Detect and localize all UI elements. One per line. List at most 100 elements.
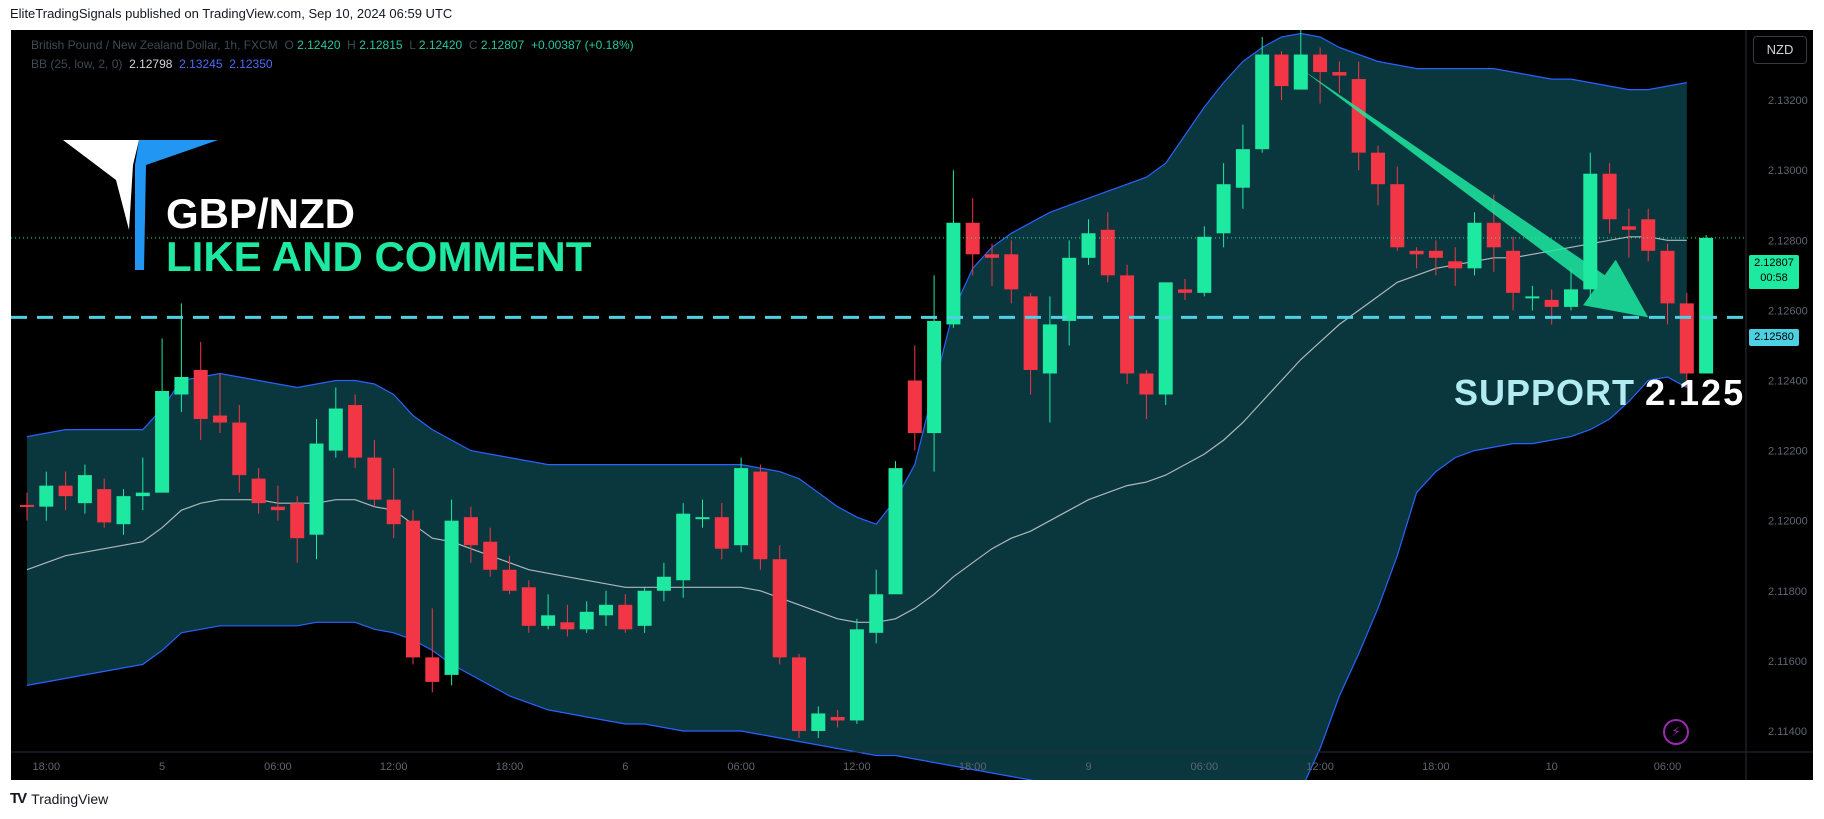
brand-logo-accent xyxy=(135,140,218,270)
candle-body xyxy=(251,478,266,504)
candle-body xyxy=(1506,250,1521,293)
candle-body xyxy=(232,422,247,476)
candle-body xyxy=(1158,282,1173,395)
legend-open: 2.12420 xyxy=(297,38,341,52)
y-tick-label: 2.13200 xyxy=(1768,95,1808,107)
candle-body xyxy=(1081,233,1096,258)
candle-body xyxy=(1255,54,1270,150)
currency-button[interactable]: NZD xyxy=(1753,36,1807,64)
tv-logo-icon: TV xyxy=(10,790,27,807)
candle-body xyxy=(1332,72,1347,76)
x-tick-label: 06:00 xyxy=(727,761,755,773)
y-tick-label: 2.11800 xyxy=(1768,586,1807,598)
candle-body xyxy=(1293,54,1308,90)
candle-body xyxy=(618,604,633,630)
candle-body xyxy=(541,615,556,626)
candle-body xyxy=(1197,236,1212,293)
support-value: 2.125 xyxy=(1645,372,1746,413)
candle-body xyxy=(656,576,671,591)
candle-body xyxy=(1621,226,1636,230)
candle-body xyxy=(444,520,459,675)
candle-body xyxy=(213,415,227,423)
candle-body xyxy=(425,657,440,682)
candle-body xyxy=(1467,222,1482,269)
tradingview-logo-text[interactable]: TradingView xyxy=(31,790,109,807)
candle-body xyxy=(270,506,285,511)
candle-body xyxy=(1409,250,1424,255)
candle-body xyxy=(328,408,343,451)
x-tick-label: 18:00 xyxy=(1422,761,1450,773)
candle-body xyxy=(753,471,768,560)
x-tick-label: 06:00 xyxy=(1191,761,1219,773)
bb-legend: BB (25, low, 2, 0) 2.12798 2.13245 2.123… xyxy=(31,57,273,71)
chart-area[interactable]: 2.13200 2.13000 2.12800 2.12600 2.12400 2.122… xyxy=(11,30,1813,780)
candle-body xyxy=(58,485,73,497)
x-tick-label: 18:00 xyxy=(959,761,987,773)
candle-body xyxy=(1583,173,1598,290)
candle-body xyxy=(406,520,420,658)
y-tick-label: 2.12000 xyxy=(1768,516,1808,528)
candle-body xyxy=(792,657,806,731)
candle-body xyxy=(888,468,903,595)
candle-body xyxy=(1641,219,1656,251)
bar-countdown: 00:58 xyxy=(1760,272,1788,284)
y-tick-label: 2.12400 xyxy=(1768,375,1808,387)
candle-body xyxy=(1564,289,1578,307)
candle-body xyxy=(1216,184,1231,234)
candle-body xyxy=(1062,257,1077,321)
candle-body xyxy=(1699,237,1714,374)
candle-body xyxy=(1023,296,1038,370)
candle-body xyxy=(599,604,613,616)
candle-body xyxy=(1004,254,1019,290)
candle-body xyxy=(1351,79,1366,153)
brand-cta-text: LIKE AND COMMENT xyxy=(166,233,592,280)
candle-body xyxy=(830,716,845,721)
candle-body xyxy=(502,569,517,591)
x-tick-label: 5 xyxy=(159,761,165,773)
candle-body xyxy=(174,376,189,395)
candle-body xyxy=(155,391,170,493)
price-chart[interactable]: 2.13200 2.13000 2.12800 2.12600 2.12400 2.122… xyxy=(11,30,1813,780)
candle-body xyxy=(1544,299,1559,307)
candle-body xyxy=(1371,152,1385,185)
lightning-icon[interactable]: ⚡ xyxy=(1663,719,1689,745)
y-tick-label: 2.11600 xyxy=(1768,656,1807,668)
candle-body xyxy=(1120,275,1135,374)
bb-upper-value: 2.13245 xyxy=(179,57,223,71)
candle-body xyxy=(1525,296,1540,299)
brand-pair-text: GBP/NZD xyxy=(166,190,355,237)
symbol-name: British Pound / New Zealand Dollar, 1h, … xyxy=(31,38,278,52)
candle-body xyxy=(811,713,826,731)
candle-body xyxy=(348,405,363,458)
y-tick-label: 2.12600 xyxy=(1768,305,1808,317)
candle-body xyxy=(965,222,980,255)
candle-body xyxy=(20,504,34,507)
candle-body xyxy=(579,611,594,630)
y-tick-label: 2.11400 xyxy=(1768,726,1807,738)
candle-body xyxy=(1448,261,1463,269)
candle-body xyxy=(116,496,131,525)
x-tick-label: 18:00 xyxy=(496,761,524,773)
candle-body xyxy=(309,443,324,535)
candle-body xyxy=(676,513,691,581)
footer: TV TradingView xyxy=(10,790,108,807)
candle-body xyxy=(946,222,961,325)
candle-body xyxy=(463,517,478,546)
candle-body xyxy=(560,622,575,630)
candle-body xyxy=(869,594,884,633)
candle-body xyxy=(1042,324,1057,374)
x-tick-label: 18:00 xyxy=(33,761,61,773)
x-tick-label: 12:00 xyxy=(1306,761,1334,773)
x-tick-label: 06:00 xyxy=(1654,761,1682,773)
candle-body xyxy=(193,369,208,420)
candle-body xyxy=(1486,222,1501,248)
candle-body xyxy=(734,468,749,546)
legend-change: +0.00387 (+0.18%) xyxy=(530,38,634,52)
candle-body xyxy=(985,254,999,258)
current-price-value: 2.12807 xyxy=(1754,257,1794,269)
candle-body xyxy=(1602,173,1617,220)
bb-band-fill xyxy=(27,33,1687,780)
publish-header: EliteTradingSignals published on Trading… xyxy=(10,6,453,21)
candle-body xyxy=(695,517,710,520)
x-tick-label: 10 xyxy=(1546,761,1558,773)
